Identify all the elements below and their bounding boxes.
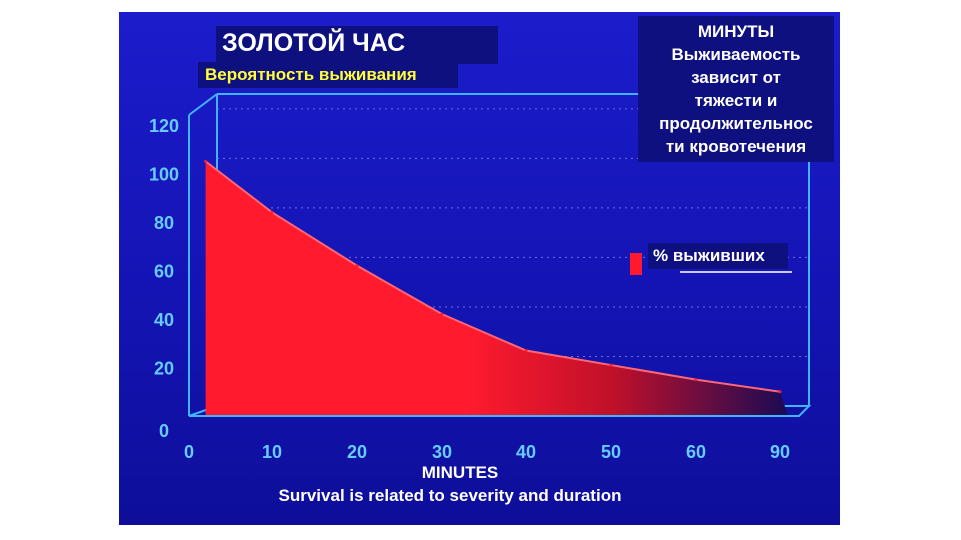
area-chart: 0 20 40 60 80 100 120 0 10 20 30 40 50 60 90 MINUTES Sur…: [149, 93, 812, 505]
side-wall-top-edge: [188, 93, 218, 116]
x-tick-label: 30: [432, 442, 452, 462]
subtitle-box: Вероятность выживания: [198, 62, 458, 88]
note-line: тяжести и: [694, 91, 778, 110]
legend-label: % выживших: [653, 246, 765, 265]
note-line: Выживаемость: [671, 45, 801, 64]
y-tick-label: 40: [154, 310, 174, 330]
slide: 0 20 40 60 80 100 120 0 10 20 30 40 50 60 90 MINUTES Sur…: [119, 12, 840, 525]
survival-line: [204, 160, 781, 393]
y-tick-label: 60: [154, 262, 174, 282]
x-tick-label: 0: [184, 442, 194, 462]
survival-area: [205, 161, 789, 416]
x-tick-label: 20: [347, 442, 367, 462]
note-line: ти кровотечения: [665, 137, 807, 156]
title-box: ЗОЛОТОЙ ЧАС: [216, 26, 498, 64]
data-point: [270, 210, 274, 214]
data-point: [204, 159, 208, 163]
legend-swatch: [630, 253, 642, 275]
y-tick-label: 80: [154, 213, 174, 233]
x-tick-label: 50: [601, 442, 621, 462]
y-tick-label: 20: [154, 359, 174, 379]
legend-underline: [680, 271, 792, 273]
y-tick-label: 100: [149, 165, 179, 185]
chart-subtitle: Вероятность выживания: [205, 65, 417, 84]
x-tick-label: 60: [686, 442, 706, 462]
y-tick-label: 120: [149, 116, 179, 136]
x-axis-label: MINUTES: [422, 463, 499, 482]
chart-title: ЗОЛОТОЙ ЧАС: [222, 29, 406, 57]
x-tick-label: 90: [770, 442, 790, 462]
data-point: [440, 312, 444, 316]
note-line: продолжительнос: [659, 114, 813, 133]
x-tick-label: 40: [516, 442, 536, 462]
data-point: [694, 378, 698, 382]
note-line: зависит от: [691, 68, 781, 87]
data-point: [355, 264, 359, 268]
chart-caption: Survival is related to severity and dura…: [279, 486, 622, 505]
data-point: [778, 390, 782, 394]
y-tick-label: 0: [159, 421, 169, 441]
data-point: [524, 349, 528, 353]
x-tick-label: 10: [262, 442, 282, 462]
legend-box: % выживших: [648, 243, 788, 269]
note-box: МИНУТЫ Выживаемость зависит от тяжести и…: [638, 16, 834, 162]
data-point: [609, 363, 613, 367]
note-line: МИНУТЫ: [697, 22, 775, 41]
